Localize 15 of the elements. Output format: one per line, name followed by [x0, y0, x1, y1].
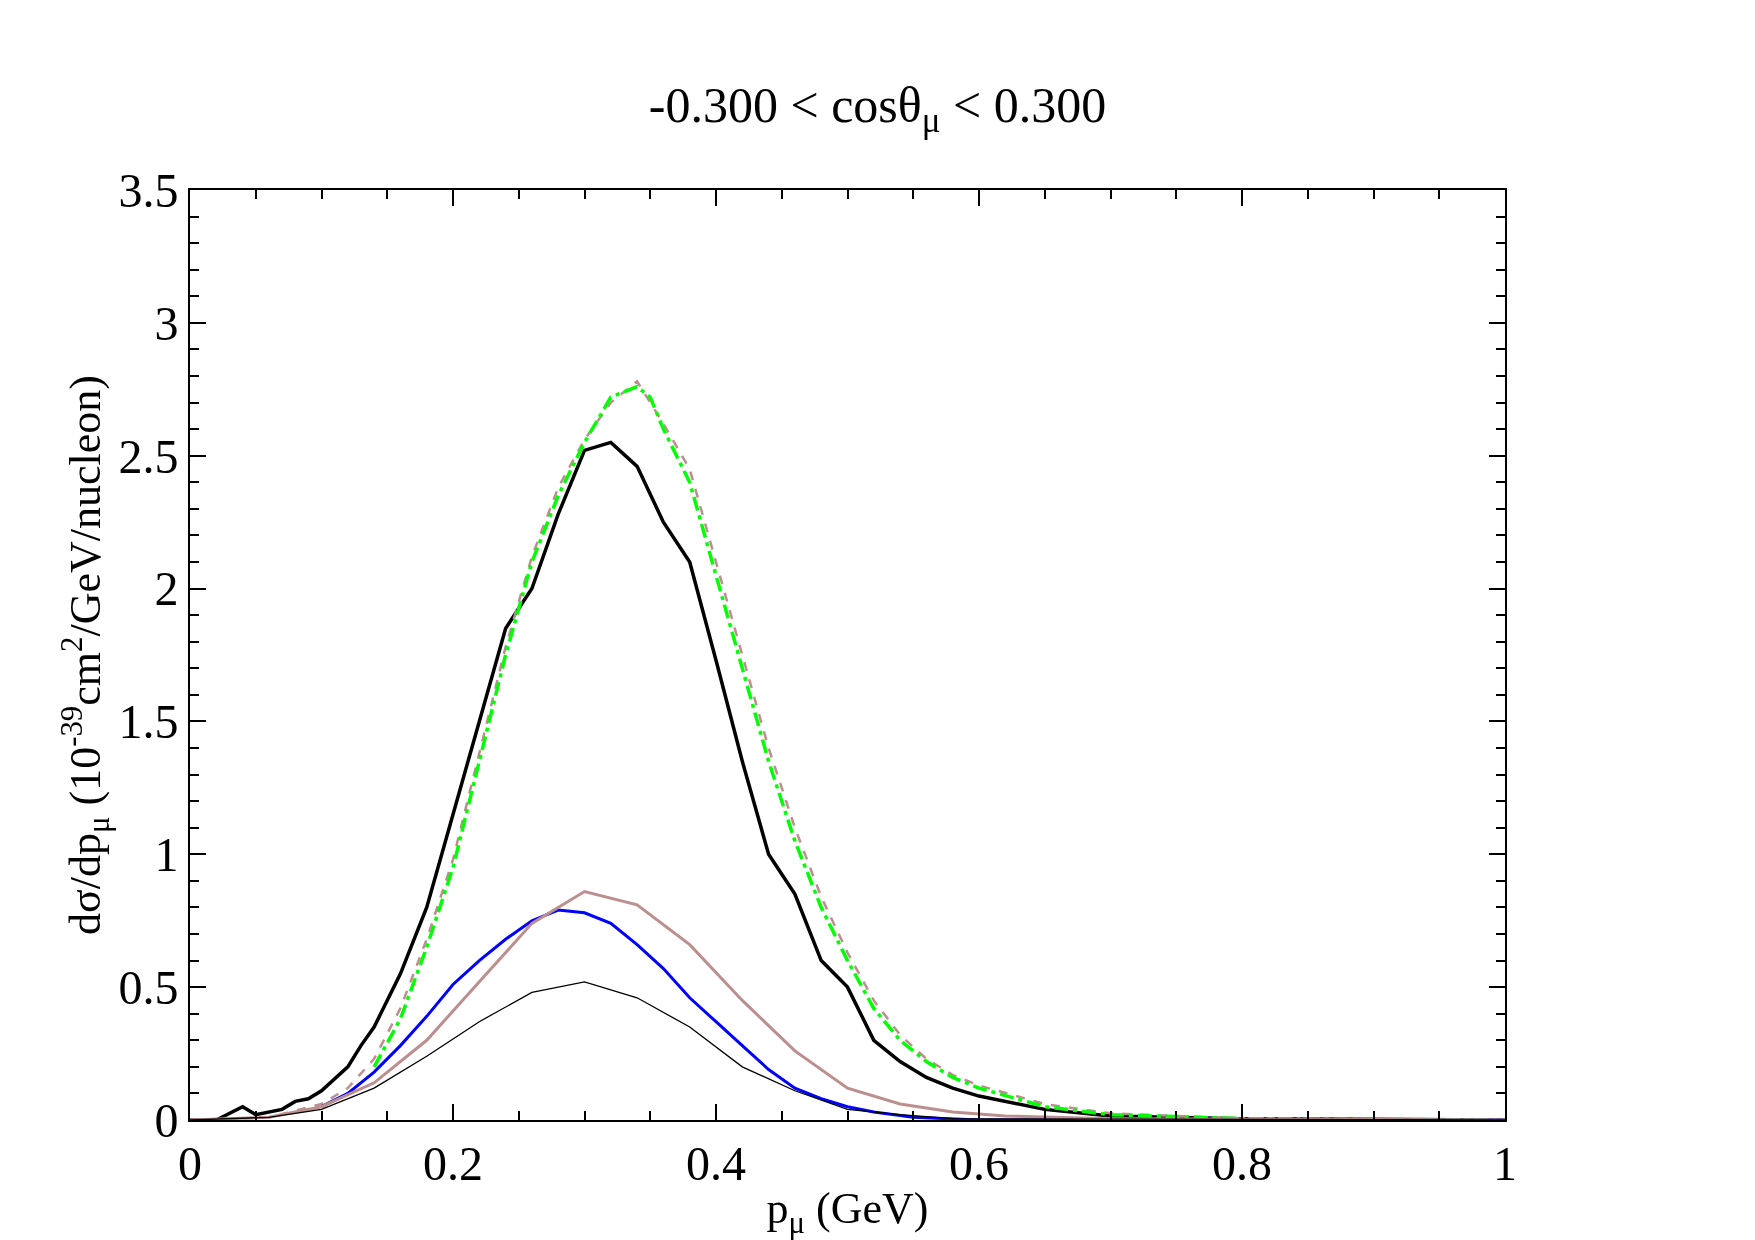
y-tick-label: 3: [154, 296, 179, 350]
x-tick-label: 0.2: [423, 1136, 483, 1190]
y-tick-label: 0: [154, 1093, 179, 1147]
y-tick-label: 0.5: [118, 960, 179, 1014]
x-axis-title: p$_{μ}$ (GeV): [766, 1184, 929, 1240]
y-tick-label: 1.5: [118, 695, 179, 749]
x-tick-label: 0.4: [686, 1136, 746, 1190]
y-tick-label: 2.5: [118, 429, 179, 483]
x-tick-label: 0.8: [1212, 1136, 1272, 1190]
y-tick-label: 2: [154, 562, 179, 616]
y-tick-label: 1: [154, 828, 179, 882]
x-tick-label: 1: [1493, 1136, 1517, 1190]
y-tick-label: 3.5: [118, 163, 179, 217]
x-tick-label: 0.6: [949, 1136, 1009, 1190]
chart-title: -0.300 < cosθ$_{μ}$ < 0.300: [648, 76, 1107, 141]
